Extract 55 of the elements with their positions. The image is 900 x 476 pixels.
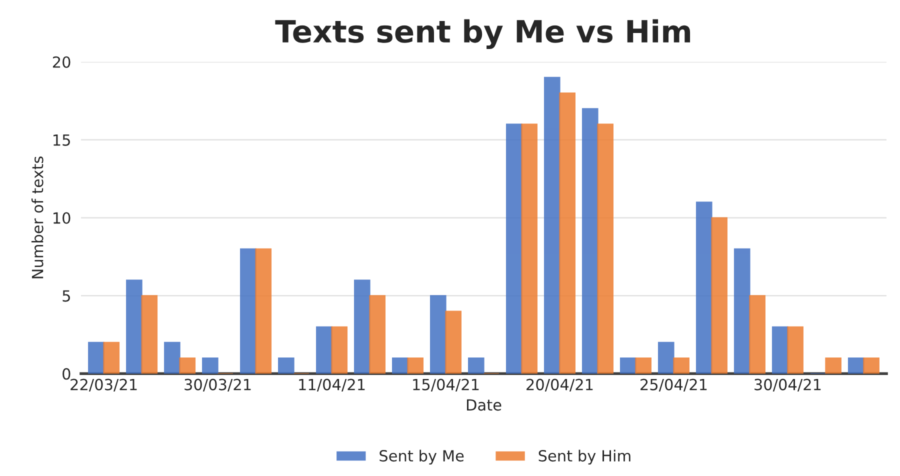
- y-tick-label: 10: [54, 212, 70, 224]
- y-tick-label: 0: [62, 368, 70, 380]
- bar: [559, 92, 576, 374]
- bar: [734, 248, 750, 374]
- bar: [696, 202, 712, 374]
- bar: [787, 326, 804, 374]
- x-axis-title: Date: [466, 399, 502, 411]
- bar: [255, 248, 272, 374]
- bar: [202, 358, 218, 374]
- bar: [369, 295, 386, 374]
- y-tick-label: 5: [62, 290, 70, 302]
- legend-label: Sent by Me: [380, 450, 464, 465]
- bar: [278, 358, 294, 374]
- bar: [506, 124, 522, 374]
- x-tick-label: 11/04/21: [299, 378, 365, 392]
- bar: [141, 295, 158, 374]
- bar: [711, 217, 728, 374]
- chart-title: Texts sent by Me vs Him: [275, 19, 690, 50]
- bar: [103, 342, 120, 374]
- legend-label: Sent by Him: [538, 450, 630, 465]
- bar: [88, 342, 104, 374]
- y-tick-label: 15: [54, 134, 70, 146]
- y-tick-label: 20: [52, 56, 70, 68]
- bar: [749, 295, 766, 374]
- x-tick-label: 30/03/21: [184, 378, 251, 392]
- bar: [468, 358, 484, 374]
- bar: [582, 108, 598, 374]
- bar: [179, 358, 196, 374]
- bar: [407, 358, 424, 374]
- bar: [240, 248, 256, 374]
- x-tick-label: 30/04/21: [754, 378, 821, 392]
- bar: [772, 326, 788, 374]
- bar: [544, 76, 560, 374]
- bar: [620, 358, 636, 374]
- bar: [331, 326, 348, 374]
- bar: [430, 295, 446, 374]
- bar: [635, 358, 652, 374]
- y-axis-title: Number of texts: [31, 156, 44, 278]
- bar: [673, 358, 690, 374]
- bar: [825, 358, 842, 374]
- bar: [392, 358, 408, 374]
- x-tick-label: 20/04/21: [526, 378, 593, 392]
- x-tick-label: 15/04/21: [413, 378, 479, 392]
- bar: [126, 280, 142, 374]
- bar: [164, 342, 180, 374]
- x-tick-label: 22/03/21: [70, 378, 137, 392]
- bar: [848, 358, 864, 374]
- bar: [597, 124, 614, 374]
- x-tick-label: 25/04/21: [640, 378, 707, 392]
- bar: [354, 280, 370, 374]
- bar: [445, 310, 462, 374]
- bar: [316, 326, 332, 374]
- bar: [863, 358, 880, 374]
- bar: [658, 342, 674, 374]
- bar: [521, 124, 538, 374]
